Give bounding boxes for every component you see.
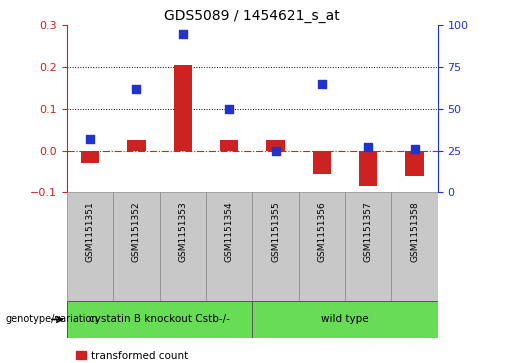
Point <box>410 146 419 152</box>
Text: GSM1151352: GSM1151352 <box>132 201 141 262</box>
Point <box>364 144 372 150</box>
Bar <box>174 65 192 151</box>
Bar <box>220 140 238 151</box>
Bar <box>391 192 438 301</box>
Text: GSM1151358: GSM1151358 <box>410 201 419 262</box>
Point <box>271 148 280 154</box>
Title: GDS5089 / 1454621_s_at: GDS5089 / 1454621_s_at <box>164 9 340 23</box>
Text: GSM1151354: GSM1151354 <box>225 201 234 262</box>
Bar <box>252 301 438 338</box>
Bar <box>81 151 99 163</box>
Text: wild type: wild type <box>321 314 369 325</box>
Bar <box>299 192 345 301</box>
Text: GSM1151357: GSM1151357 <box>364 201 373 262</box>
Bar <box>67 192 113 301</box>
Bar <box>313 151 331 174</box>
Text: GSM1151356: GSM1151356 <box>317 201 327 262</box>
Bar <box>206 192 252 301</box>
Point <box>86 136 94 142</box>
Text: cystatin B knockout Cstb-/-: cystatin B knockout Cstb-/- <box>89 314 230 325</box>
Point <box>179 31 187 37</box>
Text: GSM1151355: GSM1151355 <box>271 201 280 262</box>
Bar <box>405 151 424 176</box>
Bar <box>266 140 285 151</box>
Point <box>318 81 326 87</box>
Bar <box>160 192 206 301</box>
Bar <box>345 192 391 301</box>
Bar <box>252 192 299 301</box>
Bar <box>113 192 160 301</box>
Point <box>132 86 141 92</box>
Text: GSM1151351: GSM1151351 <box>85 201 95 262</box>
Text: GSM1151353: GSM1151353 <box>178 201 187 262</box>
Point <box>225 106 233 112</box>
Bar <box>359 151 377 186</box>
Bar <box>127 140 146 151</box>
Legend: transformed count, percentile rank within the sample: transformed count, percentile rank withi… <box>72 346 271 363</box>
Text: genotype/variation: genotype/variation <box>5 314 98 325</box>
Bar <box>67 301 252 338</box>
